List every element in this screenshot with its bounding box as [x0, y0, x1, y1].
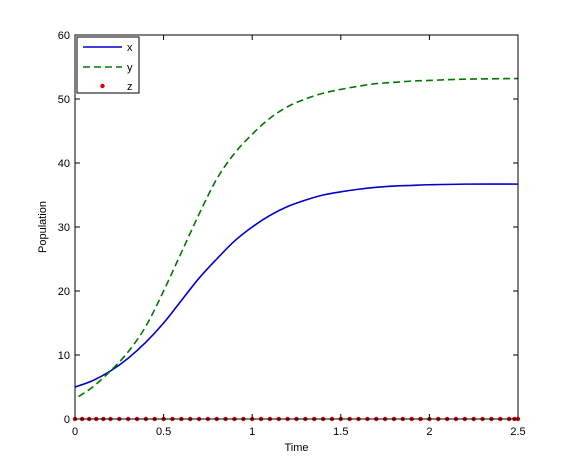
legend-label-y: y: [127, 62, 133, 74]
legend: x y z: [76, 36, 140, 94]
series-x-line: [74, 183, 519, 388]
ticks-layer: 0 0.5 1 1.5 2 2.5 0 10 20 30 40 50 60: [58, 30, 526, 438]
x-tick-label-3: 1.5: [333, 426, 348, 438]
x-tick-label-5: 2.5: [510, 426, 525, 438]
y-tick-label-2: 20: [58, 286, 70, 298]
legend-label-x: x: [127, 42, 133, 54]
x-tick-label-1: 0.5: [156, 426, 171, 438]
y-tick-label-1: 10: [58, 350, 70, 362]
plot-frame: [74, 34, 519, 420]
series-y-line: [78, 77, 519, 398]
legend-label-z: z: [127, 81, 133, 93]
x-axis-label: Time: [284, 442, 308, 454]
y-tick-label-6: 60: [58, 30, 70, 42]
plot-area: [75, 35, 518, 419]
x-tick-label-4: 2: [426, 426, 432, 438]
x-tick-label-2: 1: [249, 426, 255, 438]
y-tick-label-5: 50: [58, 94, 70, 106]
y-axis-label: Population: [37, 201, 49, 253]
y-tick-label-4: 40: [58, 158, 70, 170]
y-tick-label-3: 30: [58, 222, 70, 234]
x-tick-label-0: 0: [72, 426, 78, 438]
y-tick-label-0: 0: [64, 414, 70, 426]
legend-marker-z: [100, 83, 105, 89]
